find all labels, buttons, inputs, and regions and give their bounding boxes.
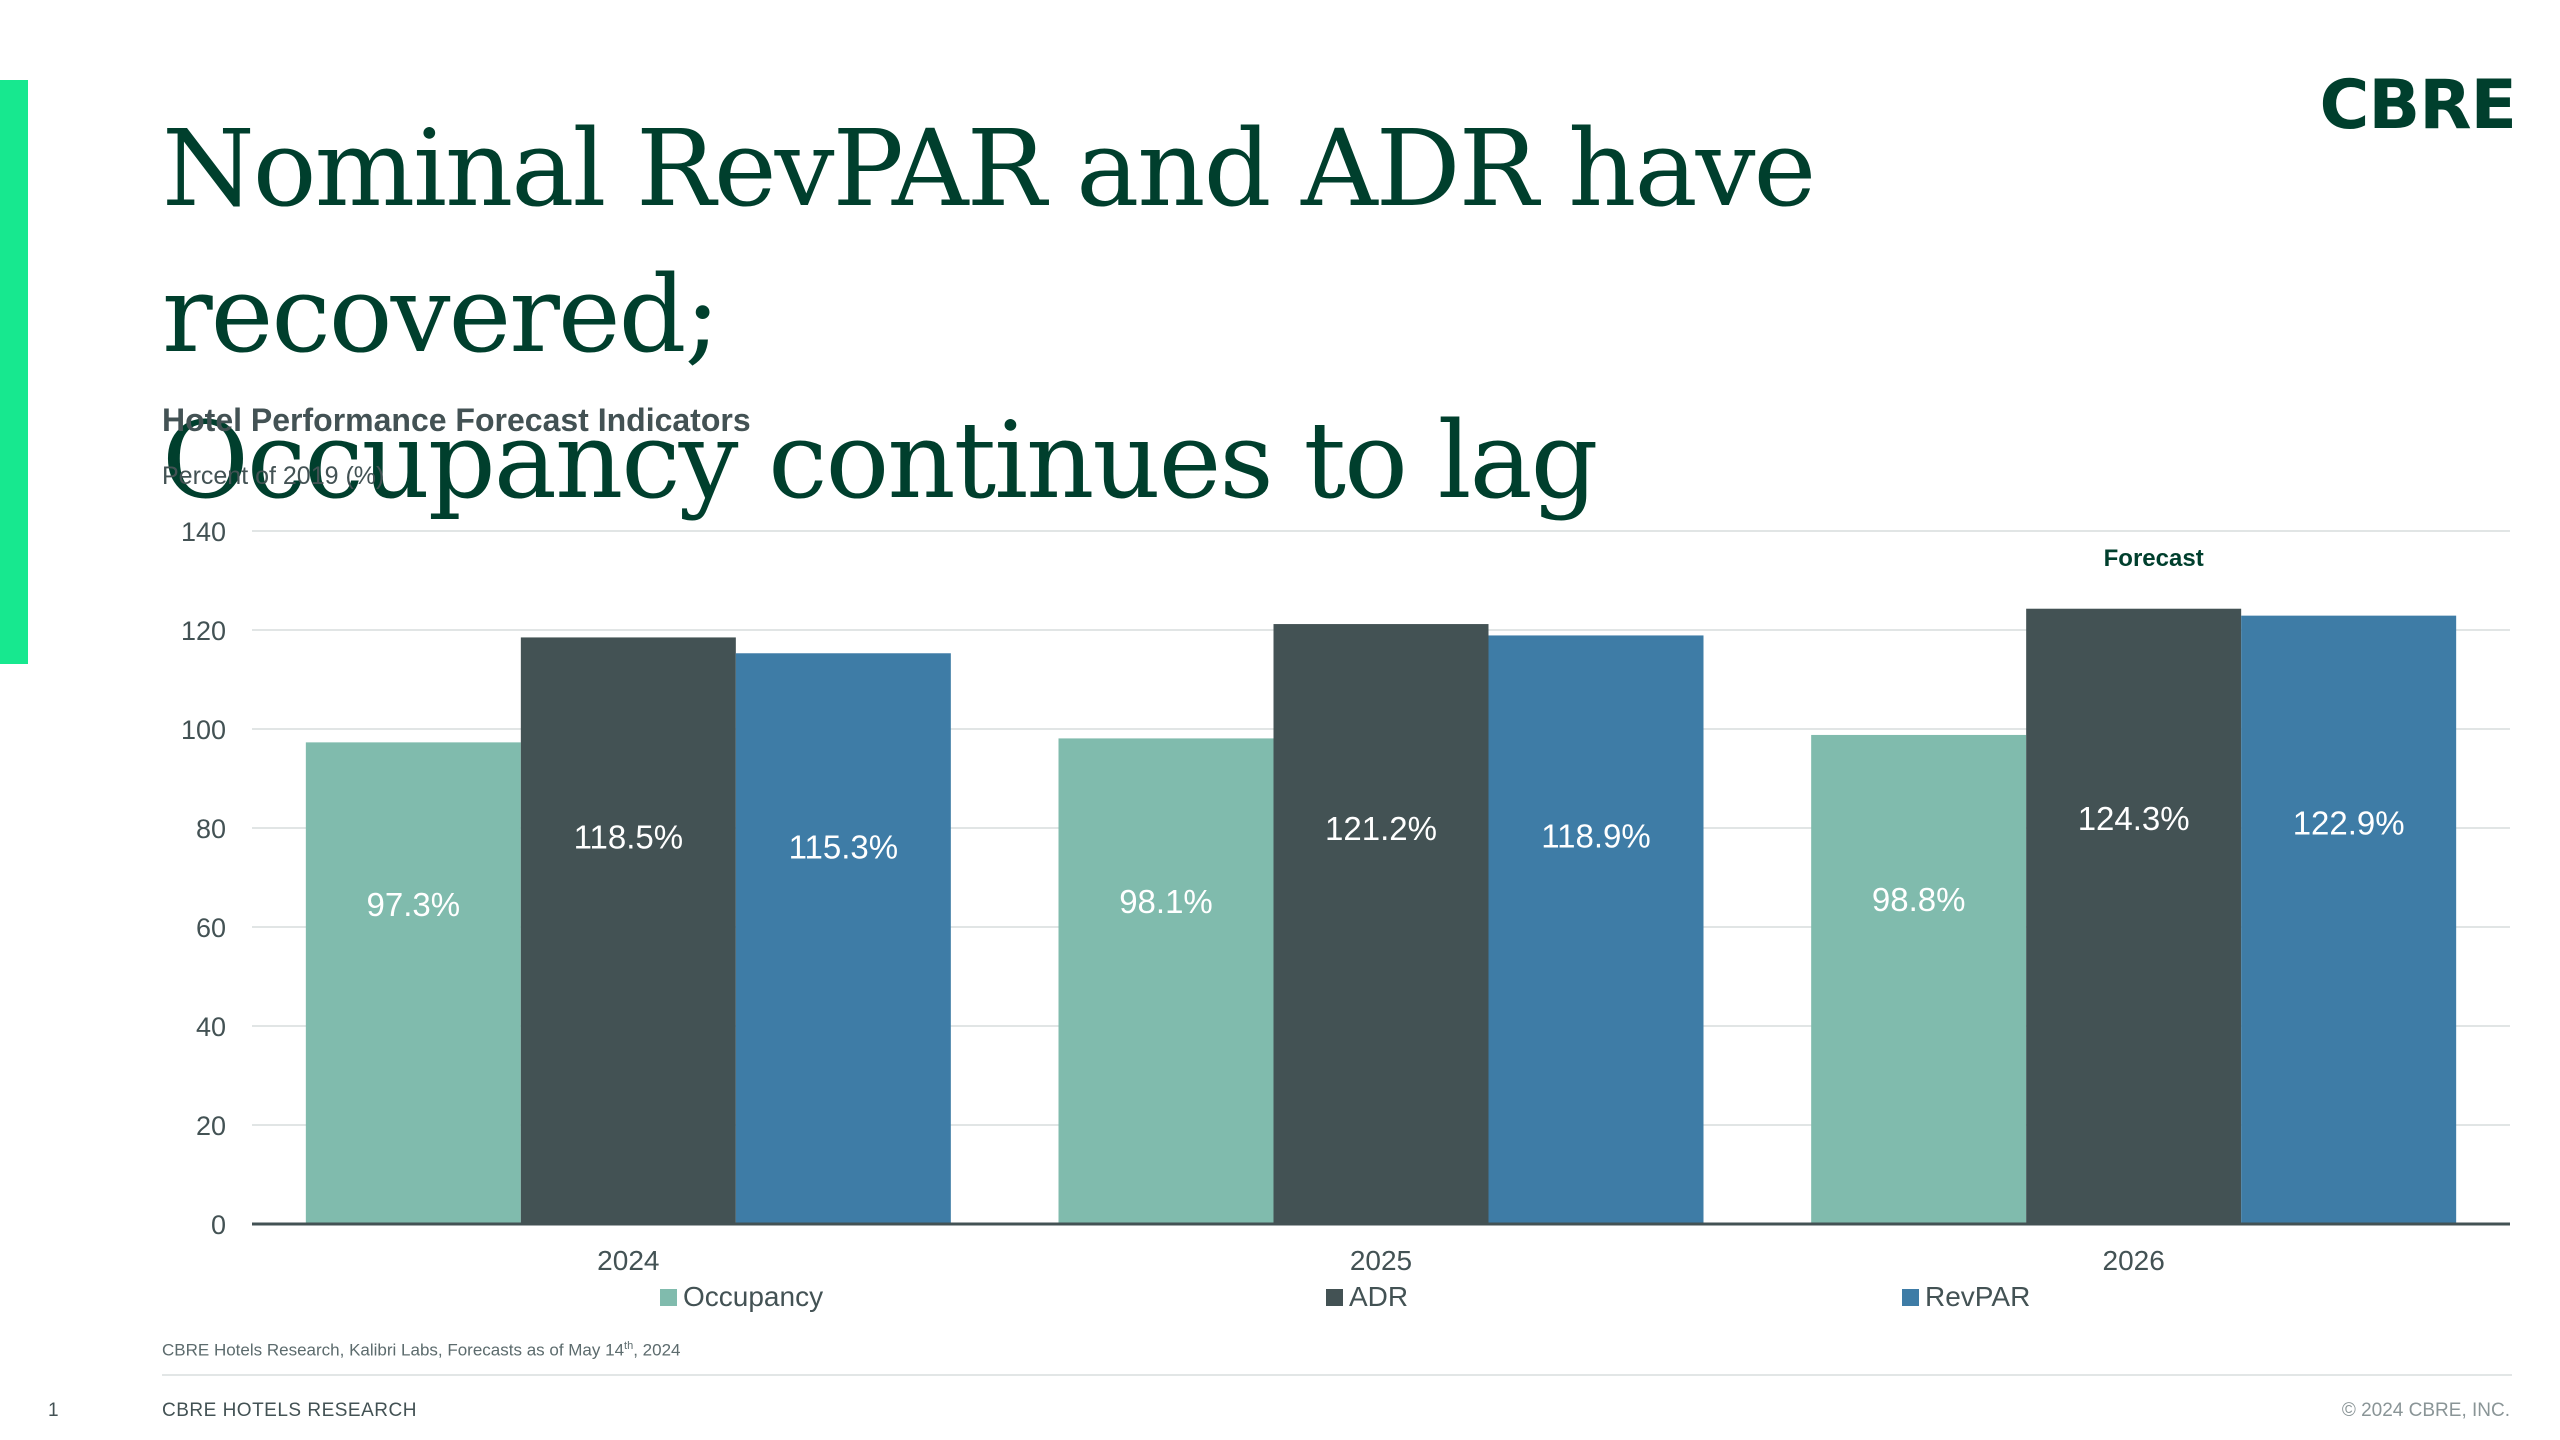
legend-label-revpar: RevPAR: [1925, 1281, 2031, 1312]
x-tick-label: 2025: [1350, 1245, 1412, 1276]
data-label: 118.9%: [1541, 817, 1650, 854]
source-text: CBRE Hotels Research, Kalibri Labs, Fore…: [162, 1340, 625, 1360]
legend-label-adr: ADR: [1349, 1281, 1409, 1312]
chart-title: Hotel Performance Forecast Indicators: [162, 402, 751, 438]
page-number: 1: [48, 1400, 59, 1421]
source-superscript: th: [624, 1340, 634, 1352]
data-label: 122.9%: [2293, 805, 2405, 842]
bar: [2241, 615, 2457, 1224]
bar: [1488, 635, 1704, 1224]
legend-label-occupancy: Occupancy: [683, 1281, 824, 1312]
bar-chart: 0 20 40 60 80 100 120 140 97.3% 118.5% 115.3% 2024 9…: [181, 517, 2510, 1276]
bar: [735, 653, 951, 1224]
legend-swatch-revpar: [1902, 1288, 1919, 1306]
bar: [1273, 624, 1489, 1224]
data-label: 97.3%: [367, 886, 461, 923]
bar: [520, 637, 736, 1224]
y-tick-label: 0: [211, 1210, 226, 1240]
data-label: 98.8%: [1872, 881, 1966, 918]
data-label: 98.1%: [1119, 883, 1213, 920]
copyright: © 2024 CBRE, INC.: [2341, 1400, 2510, 1421]
bar: [1811, 734, 2027, 1224]
y-tick-label: 100: [181, 715, 226, 745]
forecast-annotation: Forecast: [2104, 545, 2204, 572]
bar: [305, 742, 521, 1224]
legend-item-occupancy: Occupancy: [660, 1281, 823, 1313]
title-line-2: Occupancy continues to lag: [162, 399, 1599, 522]
page-title: Nominal RevPAR and ADR have recovered; O…: [162, 96, 2162, 534]
footer-divider: [162, 1374, 2512, 1376]
y-tick-label: 40: [196, 1012, 226, 1042]
legend-item-adr: ADR: [1326, 1281, 1408, 1313]
bar: [1058, 738, 1274, 1224]
data-label: 115.3%: [789, 829, 898, 866]
accent-bar: [0, 80, 28, 664]
y-tick-label: 80: [196, 814, 226, 844]
x-tick-label: 2024: [597, 1245, 659, 1276]
legend-swatch-occupancy: [660, 1288, 677, 1306]
bar: [2026, 608, 2242, 1224]
legend-swatch-adr: [1326, 1288, 1343, 1306]
y-tick-label: 60: [196, 913, 226, 943]
y-tick-label: 120: [181, 616, 226, 646]
data-label: 118.5%: [574, 819, 683, 856]
data-label: 121.2%: [1325, 810, 1437, 847]
y-tick-label: 20: [196, 1111, 226, 1141]
cbre-logo: CBRE: [2319, 66, 2517, 145]
legend-item-revpar: RevPAR: [1902, 1281, 2030, 1313]
title-line-1: Nominal RevPAR and ADR have recovered;: [162, 107, 1816, 376]
y-tick-label: 140: [181, 517, 226, 547]
source-tail: , 2024: [633, 1340, 681, 1360]
footer-brand: CBRE HOTELS RESEARCH: [162, 1400, 417, 1421]
y-axis-unit-label: Percent of 2019 (%): [162, 462, 385, 490]
data-label: 124.3%: [2078, 800, 2190, 837]
source-note: CBRE Hotels Research, Kalibri Labs, Fore…: [162, 1340, 680, 1361]
x-tick-label: 2026: [2103, 1245, 2165, 1276]
